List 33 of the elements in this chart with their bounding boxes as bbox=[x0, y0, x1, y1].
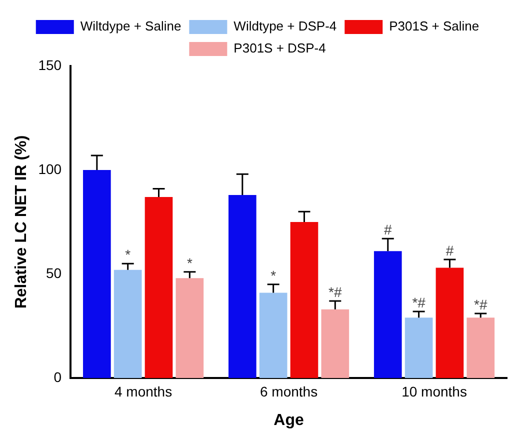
y-tick-label: 0 bbox=[54, 368, 62, 385]
bar bbox=[466, 318, 495, 378]
x-tick-label: 4 months bbox=[114, 383, 172, 400]
bar bbox=[83, 170, 111, 378]
y-axis-title: Relative LC NET IR (%) bbox=[13, 135, 30, 309]
legend-label: Wildtype + DSP-4 bbox=[234, 18, 337, 34]
data-label: # bbox=[446, 242, 454, 258]
bar bbox=[176, 278, 204, 378]
y-tick-label: 150 bbox=[38, 56, 62, 73]
data-label: * bbox=[270, 267, 277, 284]
x-axis-title: Age bbox=[274, 412, 304, 429]
legend-label: P301S + Saline bbox=[389, 18, 480, 34]
x-tick-label: 10 months bbox=[402, 383, 467, 400]
data-label: *# bbox=[474, 296, 488, 312]
x-tick-label: 6 months bbox=[260, 383, 318, 400]
data-label: * bbox=[125, 246, 132, 262]
data-label: *# bbox=[328, 284, 342, 300]
bar bbox=[114, 270, 142, 378]
legend-label: P301S + DSP-4 bbox=[234, 40, 326, 56]
data-label: * bbox=[186, 254, 193, 271]
bar bbox=[404, 318, 433, 378]
y-tick-label: 50 bbox=[46, 264, 62, 281]
bar bbox=[374, 251, 402, 378]
data-label: *# bbox=[412, 294, 426, 310]
data-label: # bbox=[384, 222, 392, 238]
bar bbox=[436, 268, 464, 378]
bar bbox=[228, 194, 256, 378]
bar bbox=[290, 222, 318, 378]
legend-label: Wiltdype + Saline bbox=[80, 18, 182, 34]
bar bbox=[144, 197, 173, 378]
bar bbox=[259, 292, 288, 378]
bar bbox=[321, 309, 350, 378]
y-tick-label: 100 bbox=[38, 160, 62, 177]
